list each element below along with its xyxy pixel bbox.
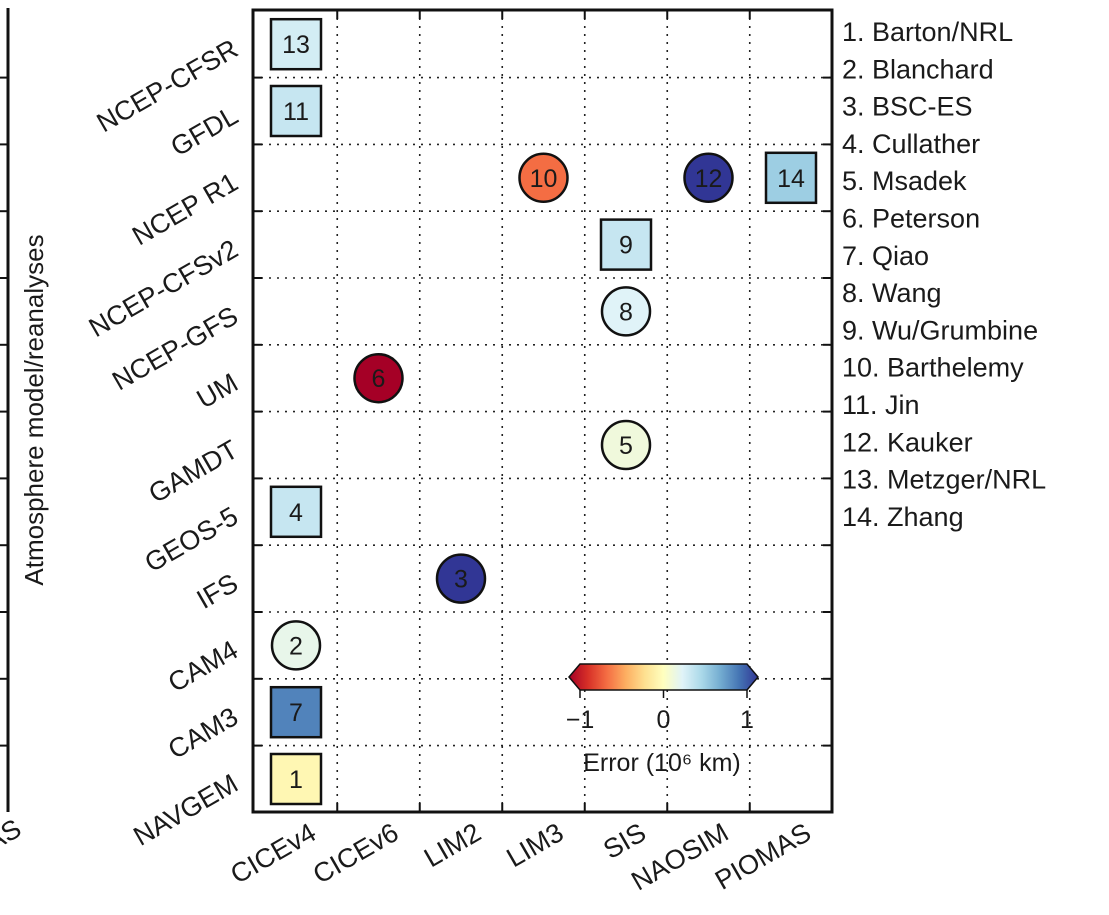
- marker-circle-8: [600, 286, 652, 337]
- y-tick-label: GAMDT: [144, 434, 243, 509]
- legend-entry: 5. Msadek: [842, 166, 967, 196]
- left-edge-fragment: AS: [0, 813, 26, 857]
- legend: 1. Barton/NRL 2. Blanchard 3. BSC-ES 4. Cul…: [842, 17, 1046, 532]
- marker-label: 9: [619, 232, 633, 260]
- legend-entry: 11. Jin: [842, 390, 920, 420]
- grid-lines: [253, 10, 832, 812]
- marker-circle-2: [270, 620, 322, 671]
- legend-entry: 2. Blanchard: [842, 54, 994, 84]
- marker-label: 12: [695, 165, 723, 193]
- legend-entry: 4. Cullather: [842, 129, 980, 159]
- legend-entry: 1. Barton/NRL: [842, 17, 1013, 47]
- y-tick-label: NAVGEM: [128, 768, 243, 851]
- x-tick-label: LIM3: [502, 817, 569, 873]
- x-tick-label: CICEv4: [225, 817, 321, 889]
- marker-label: 13: [282, 31, 310, 59]
- colorbar: −1 0 1 Error (10⁶ km): [566, 663, 759, 777]
- y-tick-label: CAM3: [163, 701, 243, 764]
- legend-entry: 3. BSC-ES: [842, 92, 973, 122]
- marker-label: 1: [289, 766, 303, 794]
- x-tick-label: PIOMAS: [710, 817, 816, 895]
- left-partial-ticks: [0, 76, 8, 747]
- marker-label: 11: [283, 98, 309, 126]
- legend-entry: 7. Qiao: [842, 241, 929, 271]
- marker-square-7: [269, 685, 323, 739]
- marker-circle-3: [435, 553, 487, 604]
- colorbar-label: Error (10⁶ km): [583, 749, 741, 777]
- marker-label: 14: [777, 165, 805, 193]
- marker-label: 3: [454, 566, 468, 594]
- marker-square-4: [269, 485, 323, 539]
- y-tick-label: GFDL: [166, 100, 243, 162]
- legend-entry: 8. Wang: [842, 278, 942, 308]
- marker-square-14: [764, 151, 818, 205]
- y-tick-label: GEOS-5: [140, 501, 243, 578]
- marker-label: 10: [530, 165, 558, 193]
- x-tick-label: CICEv6: [308, 817, 404, 889]
- legend-entry: 13. Metzger/NRL: [842, 465, 1046, 495]
- marker-square-1: [269, 752, 323, 806]
- y-tick-labels: NAVGEMCAM3CAM4IFSGEOS-5GAMDTUMNCEP-GFSNC…: [84, 33, 243, 851]
- marker-circle-10: [518, 152, 569, 204]
- marker-circle-12: [683, 152, 734, 204]
- legend-entry: 14. Zhang: [842, 502, 964, 532]
- marker-label: 4: [289, 499, 303, 527]
- colorbar-ticks: −1 0 1: [566, 690, 754, 734]
- marker-label: 2: [289, 632, 303, 660]
- marker-square-13: [269, 17, 323, 71]
- x-tick-label: SIS: [598, 817, 651, 865]
- legend-entry: 12. Kauker: [842, 427, 973, 457]
- legend-entry: 10. Barthelemy: [842, 353, 1024, 383]
- y-tick-label: IFS: [192, 568, 243, 615]
- marker-square-9: [599, 218, 653, 271]
- colorbar-gradient: [568, 663, 759, 691]
- left-partial-axis: Atmosphere model/reanalyses AS: [0, 8, 49, 857]
- plot-frame: [251, 8, 834, 814]
- legend-entry: 6. Peterson: [842, 204, 980, 234]
- marker-label: 7: [289, 699, 303, 727]
- marker-label: 8: [619, 298, 633, 326]
- marker-circle-5: [600, 419, 652, 471]
- y-tick-label: CAM4: [163, 635, 243, 698]
- y-axis-label: Atmosphere model/reanalyses: [19, 234, 49, 585]
- colorbar-tick-label: 0: [657, 706, 671, 734]
- marker-square-11: [269, 84, 323, 138]
- colorbar-tick-label: −1: [566, 706, 595, 734]
- y-tick-label: UM: [192, 367, 243, 414]
- colorbar-tick-label: 1: [740, 706, 754, 734]
- marker-label: 6: [372, 365, 386, 393]
- legend-entry: 9. Wu/Grumbine: [842, 315, 1038, 345]
- x-tick-label: LIM2: [419, 817, 486, 873]
- marker-circle-6: [353, 352, 404, 404]
- marker-label: 5: [619, 432, 633, 460]
